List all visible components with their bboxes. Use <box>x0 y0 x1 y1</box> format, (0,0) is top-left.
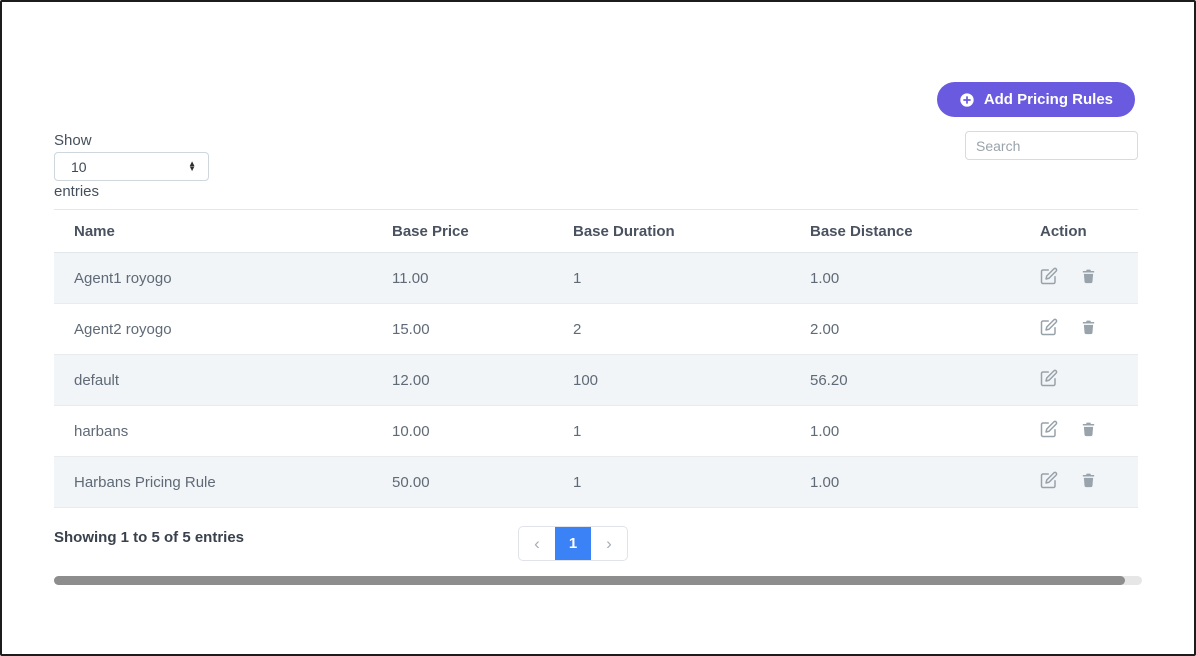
column-header-name[interactable]: Name <box>54 209 372 253</box>
column-header-base-duration[interactable]: Base Duration <box>553 209 790 253</box>
cell-base-distance: 1.00 <box>790 252 1020 304</box>
cell-base-duration: 1 <box>553 456 790 508</box>
trash-icon[interactable] <box>1080 471 1097 489</box>
cell-base-price: 50.00 <box>372 456 553 508</box>
length-menu-label-after: entries <box>54 183 100 200</box>
edit-icon[interactable] <box>1040 471 1058 489</box>
page-length-value: 10 <box>71 158 87 175</box>
cell-name: Agent1 royogo <box>54 252 372 304</box>
horizontal-scrollbar-thumb[interactable] <box>54 576 1125 585</box>
table-header-row: Name Base Price Base Duration Base Dista… <box>54 209 1138 253</box>
cell-actions <box>1020 405 1138 457</box>
cell-base-price: 15.00 <box>372 303 553 355</box>
cell-actions <box>1020 303 1138 355</box>
table-row: harbans 10.00 1 1.00 <box>54 405 1138 457</box>
cell-name: Harbans Pricing Rule <box>54 456 372 508</box>
horizontal-scrollbar-track[interactable] <box>54 576 1142 585</box>
chevron-right-icon: › <box>606 533 612 553</box>
table-row: Agent1 royogo 11.00 1 1.00 <box>54 252 1138 304</box>
edit-icon[interactable] <box>1040 267 1058 285</box>
trash-icon[interactable] <box>1080 420 1097 438</box>
column-header-base-distance[interactable]: Base Distance <box>790 209 1020 253</box>
pricing-rules-table: Name Base Price Base Duration Base Dista… <box>54 209 1138 508</box>
chevron-left-icon: ‹ <box>534 533 540 553</box>
column-header-base-price[interactable]: Base Price <box>372 209 553 253</box>
cell-base-duration: 100 <box>553 354 790 406</box>
cell-name: harbans <box>54 405 372 457</box>
cell-base-price: 11.00 <box>372 252 553 304</box>
table-row: Harbans Pricing Rule 50.00 1 1.00 <box>54 456 1138 508</box>
pagination-next-button[interactable]: › <box>591 527 627 560</box>
add-pricing-rules-button[interactable]: Add Pricing Rules <box>936 82 1135 117</box>
cell-actions <box>1020 252 1138 304</box>
search-input[interactable] <box>965 131 1138 160</box>
column-header-action: Action <box>1020 209 1138 253</box>
page-length-select[interactable]: 10 ▲ ▼ <box>54 152 209 181</box>
cell-base-distance: 1.00 <box>790 456 1020 508</box>
edit-icon[interactable] <box>1040 369 1058 387</box>
edit-icon[interactable] <box>1040 318 1058 336</box>
add-pricing-rules-label: Add Pricing Rules <box>983 91 1113 108</box>
length-menu-label-before: Show <box>54 132 92 149</box>
up-down-arrows-icon: ▲ ▼ <box>188 159 196 173</box>
cell-actions <box>1020 354 1138 406</box>
cell-base-duration: 1 <box>553 405 790 457</box>
cell-name: Agent2 royogo <box>54 303 372 355</box>
pagination-page-1-button[interactable]: 1 <box>555 527 591 560</box>
plus-circle-icon <box>959 92 975 108</box>
cell-base-price: 12.00 <box>372 354 553 406</box>
cell-base-distance: 1.00 <box>790 405 1020 457</box>
trash-icon[interactable] <box>1080 318 1097 336</box>
cell-base-price: 10.00 <box>372 405 553 457</box>
cell-base-distance: 56.20 <box>790 354 1020 406</box>
table-row: Agent2 royogo 15.00 2 2.00 <box>54 303 1138 355</box>
cell-actions <box>1020 456 1138 508</box>
cell-base-duration: 1 <box>553 252 790 304</box>
cell-name: default <box>54 354 372 406</box>
table-row: default 12.00 100 56.20 <box>54 354 1138 406</box>
cell-base-duration: 2 <box>553 303 790 355</box>
trash-icon[interactable] <box>1080 267 1097 285</box>
pagination-prev-button[interactable]: ‹ <box>519 527 555 560</box>
cell-base-distance: 2.00 <box>790 303 1020 355</box>
entries-summary: Showing 1 to 5 of 5 entries <box>54 529 245 546</box>
pagination: ‹ 1 › <box>518 526 628 561</box>
edit-icon[interactable] <box>1040 420 1058 438</box>
